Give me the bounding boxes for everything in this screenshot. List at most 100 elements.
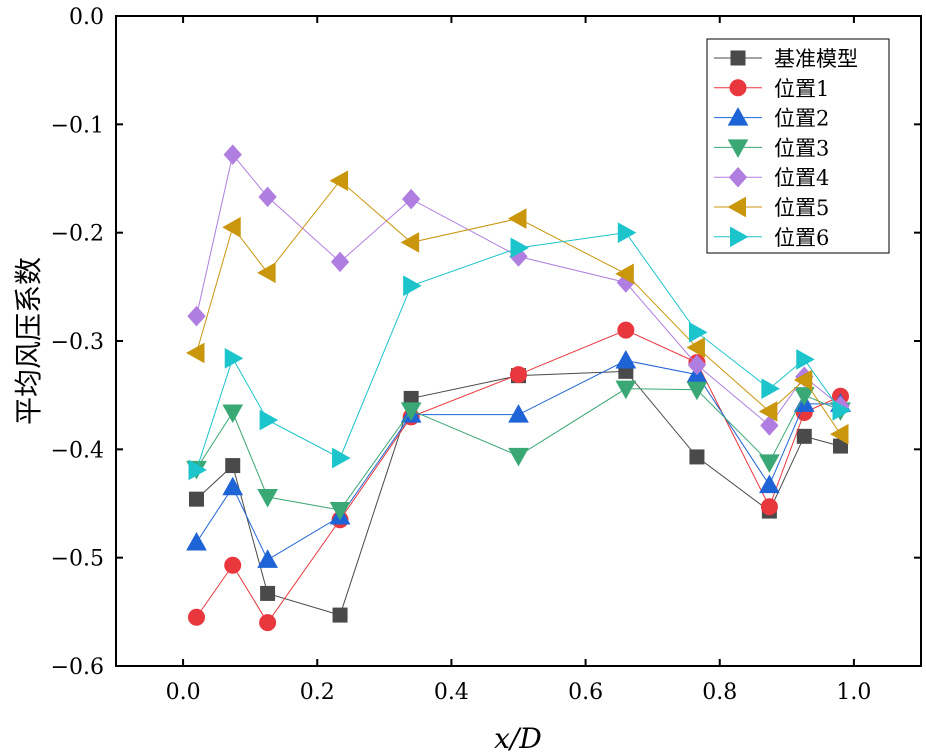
- y-tick-label: −0.5: [51, 547, 104, 572]
- legend-marker: [727, 107, 749, 126]
- legend-entry: 位置6: [714, 226, 829, 250]
- data-point: [224, 556, 242, 574]
- series-4: [186, 380, 851, 521]
- legend-label: 基准模型: [774, 47, 858, 71]
- data-point: [832, 399, 852, 421]
- y-tick-label: −0.3: [51, 330, 104, 355]
- data-point: [330, 251, 350, 273]
- legend-marker: [727, 139, 749, 158]
- legend-marker: [727, 196, 746, 218]
- legend-entry: 位置3: [714, 136, 829, 160]
- data-point: [508, 447, 529, 467]
- data-point: [225, 458, 241, 474]
- series-6: [185, 170, 849, 445]
- data-point: [401, 188, 421, 210]
- data-point: [759, 454, 780, 473]
- data-point: [185, 342, 205, 364]
- series-1: [189, 363, 848, 623]
- data-point: [187, 305, 206, 327]
- y-tick-label: −0.2: [51, 222, 104, 247]
- x-tick-label: 1.0: [836, 680, 871, 705]
- data-point: [188, 608, 205, 626]
- data-point: [400, 402, 422, 421]
- data-point: [687, 354, 707, 376]
- data-point: [758, 401, 778, 422]
- x-tick-label: 0.0: [166, 680, 201, 705]
- data-point: [688, 321, 708, 343]
- legend-marker: [729, 79, 747, 97]
- legend-label: 位置1: [774, 77, 829, 101]
- data-point: [615, 263, 634, 285]
- data-point: [615, 380, 637, 400]
- legend-entry: 位置5: [714, 196, 829, 220]
- y-axis-title: 平均风压系数: [12, 257, 45, 425]
- y-tick-label: 0.0: [69, 5, 104, 30]
- data-point: [761, 378, 780, 400]
- data-point: [332, 447, 351, 469]
- data-point: [257, 262, 276, 284]
- series-layer: [185, 144, 852, 632]
- axis-ticks: 0.0 0.2 0.4 0.6 0.8 1.0 0.0 −0.1 −0.2 −0.3 −0.4 −0.…: [51, 5, 921, 705]
- y-tick-label: −0.6: [51, 655, 104, 680]
- data-point: [510, 366, 527, 384]
- data-point: [329, 502, 351, 521]
- x-tick-label: 0.4: [434, 680, 469, 705]
- data-point: [796, 428, 812, 444]
- data-point: [222, 216, 241, 238]
- x-tick-label: 0.2: [300, 680, 335, 705]
- data-point: [617, 321, 635, 339]
- data-point: [400, 232, 420, 253]
- data-point: [186, 531, 207, 551]
- data-point: [507, 208, 527, 229]
- data-point: [829, 423, 849, 445]
- legend-marker: [728, 166, 748, 188]
- y-tick-label: −0.4: [51, 438, 104, 463]
- legend-marker: [730, 50, 746, 66]
- data-point: [258, 186, 277, 208]
- x-tick-label: 0.8: [702, 680, 737, 705]
- legend-label: 位置2: [774, 107, 829, 131]
- data-point: [259, 614, 277, 632]
- legend-entry: 位置1: [714, 77, 829, 101]
- data-point: [686, 381, 708, 401]
- legend-label: 位置3: [774, 136, 829, 160]
- series-line: [196, 232, 841, 471]
- data-point: [189, 491, 204, 507]
- data-point: [259, 409, 279, 431]
- legend-label: 位置4: [774, 166, 829, 190]
- series-7: [188, 222, 852, 481]
- data-point: [760, 498, 778, 516]
- data-point: [689, 449, 705, 465]
- data-point: [510, 237, 530, 259]
- legend-label: 位置5: [774, 196, 829, 220]
- data-point: [257, 489, 278, 508]
- data-point: [222, 476, 244, 496]
- data-point: [796, 349, 815, 370]
- data-point: [617, 222, 637, 244]
- data-point: [332, 607, 348, 623]
- data-point: [329, 170, 349, 192]
- series-2: [188, 321, 849, 632]
- data-point: [403, 275, 422, 297]
- legend-marker: [730, 226, 749, 248]
- legend-entry: 位置2: [714, 107, 829, 131]
- data-point: [615, 349, 637, 369]
- data-point: [793, 387, 815, 406]
- x-tick-label: 0.6: [568, 680, 603, 705]
- y-tick-label: −0.1: [51, 113, 104, 138]
- data-point: [188, 459, 208, 481]
- data-point: [257, 549, 278, 568]
- legend-label: 位置6: [774, 226, 829, 250]
- data-point: [760, 415, 779, 436]
- x-axis-title: x/D: [494, 722, 542, 755]
- data-point: [686, 337, 705, 358]
- data-point: [223, 144, 242, 165]
- data-point: [793, 369, 813, 391]
- legend-entry: 基准模型: [714, 47, 858, 71]
- data-point: [222, 404, 244, 424]
- legend-entry: 位置4: [714, 166, 829, 190]
- data-point: [260, 585, 276, 601]
